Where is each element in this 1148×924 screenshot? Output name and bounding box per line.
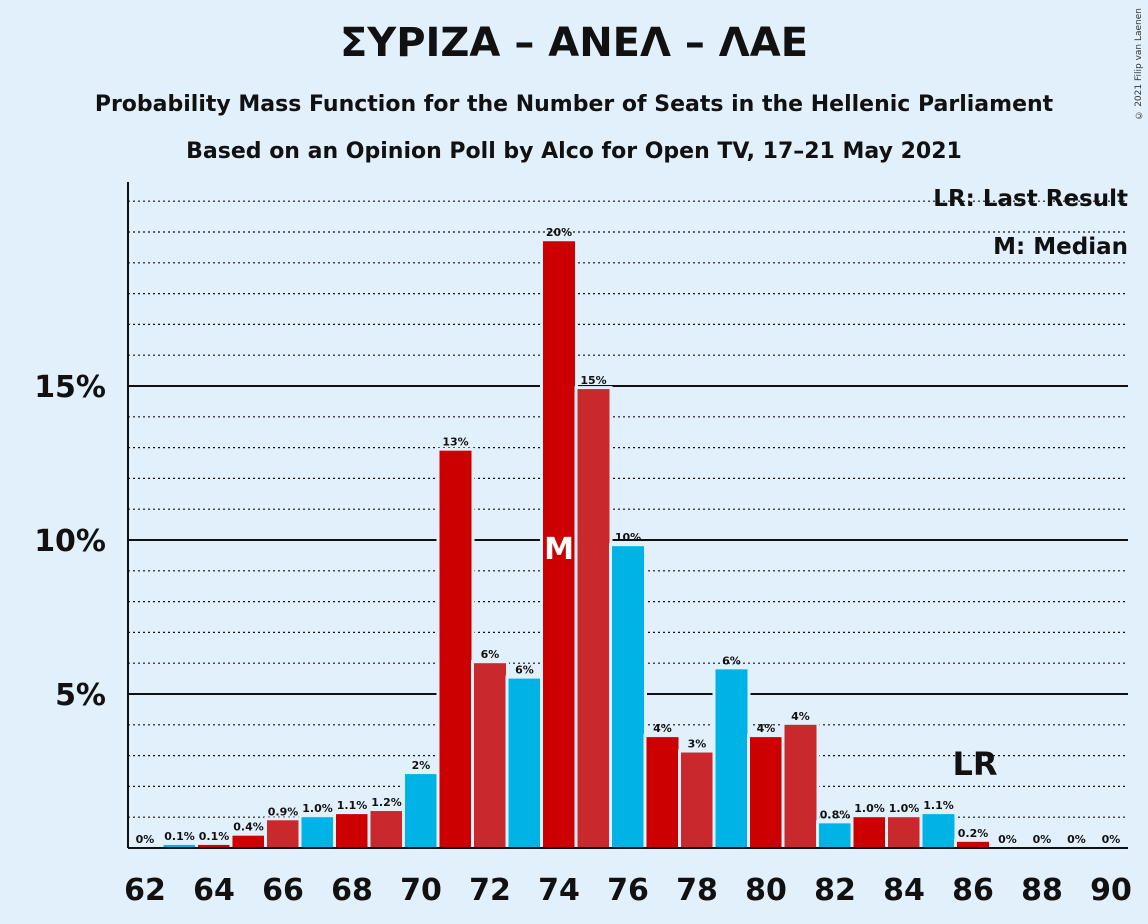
bar-label-87: 0%	[998, 833, 1017, 846]
bar-79	[715, 669, 748, 848]
bar-label-79: 6%	[722, 654, 741, 667]
axes	[127, 182, 1128, 849]
bar-81	[784, 724, 817, 848]
bar-80	[750, 737, 782, 848]
bar-83	[853, 817, 886, 848]
bar-84	[888, 817, 920, 848]
bar-66	[267, 820, 299, 848]
bar-label-90: 0%	[1102, 833, 1121, 846]
x-tick-label: 88	[1021, 873, 1063, 908]
legend-last-result: LR: Last Result	[933, 186, 1128, 212]
bar-label-66: 0.9%	[268, 805, 299, 818]
bar-76	[612, 546, 644, 848]
y-axis-ticks: 5% 10% 15%	[34, 370, 106, 713]
chart-subtitle-source: Based on an Opinion Poll by Alco for Ope…	[186, 139, 962, 164]
x-tick-label: 84	[883, 873, 925, 908]
bar-73	[508, 678, 541, 848]
bar-75	[577, 389, 610, 848]
bar-label-64: 0.1%	[199, 830, 230, 843]
bar-label-78: 3%	[688, 738, 707, 751]
chart-title: ΣΥΡΙΖΑ – ΑΝΕΛ – ΛΑΕ	[339, 20, 809, 66]
bar-65	[232, 835, 265, 848]
x-tick-label: 74	[538, 873, 580, 908]
chart-subtitle: Probability Mass Function for the Number…	[94, 92, 1054, 117]
bar-label-80: 4%	[757, 722, 776, 735]
x-tick-label: 64	[193, 873, 235, 908]
bars	[160, 238, 992, 849]
last-result-marker: LR	[952, 745, 997, 783]
x-tick-label: 78	[676, 873, 718, 908]
bar-74	[543, 241, 575, 849]
bar-label-69: 1.2%	[371, 796, 402, 809]
y-tick-label: 5%	[55, 678, 106, 713]
bar-78	[681, 752, 713, 848]
bar-label-84: 1.0%	[889, 802, 920, 815]
bar-label-76: 10%	[615, 531, 641, 544]
x-tick-label: 62	[124, 873, 166, 908]
x-tick-label: 72	[469, 873, 511, 908]
bar-82	[819, 823, 851, 848]
bar-label-71: 13%	[442, 436, 468, 449]
bar-label-68: 1.1%	[337, 799, 368, 812]
bar-label-81: 4%	[791, 710, 810, 723]
bar-label-83: 1.0%	[854, 802, 885, 815]
x-tick-label: 90	[1090, 873, 1132, 908]
bar-label-67: 1.0%	[302, 802, 333, 815]
bar-label-70: 2%	[412, 759, 431, 772]
bar-label-75: 15%	[580, 374, 606, 387]
x-tick-label: 80	[745, 873, 787, 908]
x-tick-label: 68	[331, 873, 373, 908]
x-tick-label: 76	[607, 873, 649, 908]
x-tick-label: 70	[400, 873, 442, 908]
bar-86	[957, 841, 989, 848]
y-tick-label: 10%	[34, 524, 106, 559]
bar-72	[474, 663, 506, 848]
bar-label-73: 6%	[515, 664, 534, 677]
bar-label-74: 20%	[546, 226, 572, 239]
x-tick-label: 86	[952, 873, 994, 908]
bar-69	[370, 811, 403, 848]
bar-77	[646, 737, 679, 848]
x-tick-label: 66	[262, 873, 304, 908]
bar-label-89: 0%	[1067, 833, 1086, 846]
bar-label-86: 0.2%	[958, 827, 989, 840]
bar-label-63: 0.1%	[164, 830, 195, 843]
bar-71	[439, 450, 472, 848]
bar-label-82: 0.8%	[820, 808, 851, 821]
bar-64	[198, 844, 230, 848]
bar-label-85: 1.1%	[923, 799, 954, 812]
annotations: M LR	[544, 532, 997, 783]
bar-85	[922, 814, 955, 848]
bar-68	[336, 814, 368, 848]
bar-value-labels: 0% 0.1% 0.1%0.4%0.9% 1.0% 1.1% 1.2%2%13%6%6%2…	[136, 226, 1121, 846]
legend-median: M: Median	[993, 234, 1128, 260]
bar-label-62: 0%	[136, 833, 155, 846]
bar-label-88: 0%	[1033, 833, 1052, 846]
bar-67	[301, 817, 334, 848]
x-tick-label: 82	[814, 873, 856, 908]
bar-label-65: 0.4%	[233, 821, 264, 834]
y-tick-label: 15%	[34, 370, 106, 405]
bar-70	[405, 774, 437, 848]
bar-label-77: 4%	[653, 722, 672, 735]
x-axis-ticks: 62 64 66 68 70 72 74 76 78 80 82 84 86 88 90	[124, 873, 1132, 908]
bar-label-72: 6%	[481, 648, 500, 661]
bar-63	[163, 844, 196, 848]
median-marker: M	[544, 532, 574, 567]
